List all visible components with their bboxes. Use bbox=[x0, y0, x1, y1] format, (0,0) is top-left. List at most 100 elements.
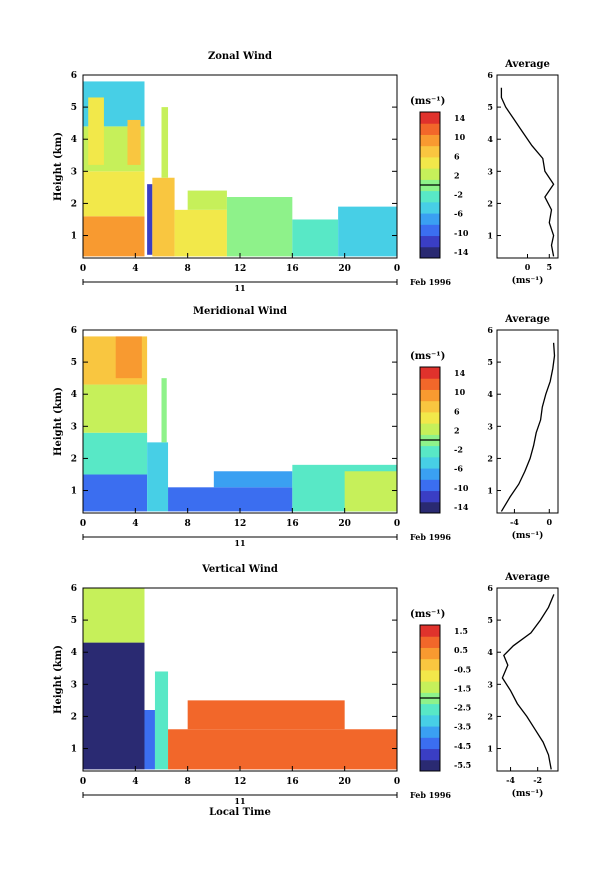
zonal-colorbar-unit: (ms⁻¹) bbox=[410, 96, 445, 107]
average-x-tick-label: -2 bbox=[533, 775, 542, 785]
zonal-day-label: 11 bbox=[234, 283, 245, 293]
colorbar-tick-label: -14 bbox=[454, 502, 469, 512]
x-tick-label: 16 bbox=[286, 264, 299, 274]
y-tick-label: 2 bbox=[71, 712, 77, 722]
heatmap-cell bbox=[83, 642, 145, 770]
vertical-colorbar: 1.5 0.5 -0.5 -1.5 -2.5 -3.5 -4.5 -5.5 bbox=[419, 624, 471, 772]
colorbar-swatch bbox=[420, 168, 440, 180]
colorbar-swatch bbox=[420, 145, 440, 158]
average-x-tick-label: 5 bbox=[546, 262, 552, 272]
colorbar-tick-label: 2 bbox=[454, 425, 460, 435]
colorbar-tick-label: -2.5 bbox=[454, 703, 471, 713]
y-tick-label: 6 bbox=[71, 584, 77, 594]
vertical-ylabel: Height (km) bbox=[53, 645, 64, 714]
vertical-title: Vertical Wind bbox=[201, 564, 278, 575]
y-tick-label: 5 bbox=[71, 358, 77, 368]
colorbar-swatch bbox=[420, 658, 440, 671]
x-tick-label: 0 bbox=[394, 519, 400, 529]
colorbar-swatch bbox=[420, 636, 440, 648]
average-frame bbox=[496, 329, 559, 514]
colorbar-tick-label: 6 bbox=[454, 151, 460, 161]
colorbar-tick-label: 14 bbox=[454, 368, 466, 378]
colorbar-tick-label: -2 bbox=[454, 445, 463, 455]
colorbar-tick-label: 10 bbox=[454, 387, 466, 397]
colorbar-swatch bbox=[420, 123, 440, 135]
colorbar-tick-label: -2 bbox=[454, 190, 463, 200]
colorbar-swatch bbox=[420, 681, 440, 693]
average-y-tick-label: 1 bbox=[487, 744, 493, 754]
colorbar-swatch bbox=[420, 625, 440, 637]
heatmap-cell bbox=[83, 384, 148, 433]
colorbar-tick-label: -3.5 bbox=[454, 722, 471, 732]
average-y-tick-label: 4 bbox=[487, 389, 493, 399]
average-y-tick-label: 3 bbox=[487, 421, 493, 431]
heatmap-cell bbox=[154, 671, 169, 770]
y-tick-label: 5 bbox=[71, 616, 77, 626]
average-y-tick-label: 1 bbox=[487, 486, 493, 496]
y-tick-label: 5 bbox=[71, 103, 77, 113]
y-tick-label: 6 bbox=[71, 326, 77, 336]
x-tick-label: 16 bbox=[286, 519, 299, 529]
average-y-tick-label: 1 bbox=[487, 231, 493, 241]
average-y-tick-label: 5 bbox=[487, 102, 493, 112]
x-tick-label: 8 bbox=[185, 777, 191, 787]
colorbar-swatch bbox=[420, 224, 440, 237]
vertical-average: Average 1 2 3 4 5 6 -4 -2 (ms⁻¹) bbox=[487, 572, 559, 799]
heatmap-cell bbox=[344, 471, 397, 512]
vertical-average-xlabel: (ms⁻¹) bbox=[512, 788, 544, 799]
meridional-average-xlabel: (ms⁻¹) bbox=[512, 530, 544, 541]
x-tick-label: 4 bbox=[132, 519, 138, 529]
colorbar-tick-label: 1.5 bbox=[454, 626, 468, 636]
average-y-tick-label: 6 bbox=[487, 583, 493, 593]
colorbar-swatch bbox=[420, 479, 440, 492]
average-y-tick-label: 2 bbox=[487, 453, 493, 463]
average-y-tick-label: 4 bbox=[487, 647, 493, 657]
colorbar-tick-label: -10 bbox=[454, 483, 469, 493]
average-x-tick-label: 0 bbox=[525, 262, 531, 272]
colorbar-swatch bbox=[420, 501, 440, 514]
x-tick-label: 0 bbox=[80, 264, 86, 274]
heatmap-cell bbox=[338, 206, 397, 257]
meridional-date-label: Feb 1996 bbox=[410, 532, 451, 542]
colorbar-swatch bbox=[420, 201, 440, 214]
average-frame bbox=[496, 587, 559, 772]
x-tick-label: 4 bbox=[132, 264, 138, 274]
y-tick-label: 1 bbox=[71, 232, 77, 242]
meridional-average-title: Average bbox=[504, 314, 550, 325]
colorbar-swatch bbox=[420, 156, 440, 169]
colorbar-swatch bbox=[420, 737, 440, 750]
colorbar-swatch bbox=[420, 411, 440, 424]
average-y-tick-label: 3 bbox=[487, 166, 493, 176]
y-tick-label: 6 bbox=[71, 71, 77, 81]
heatmap-cell bbox=[213, 471, 293, 488]
colorbar-swatch bbox=[420, 490, 440, 503]
colorbar-swatch bbox=[420, 246, 440, 259]
colorbar-swatch bbox=[420, 445, 440, 458]
meridional-day-label: 11 bbox=[234, 538, 245, 548]
x-tick-label: 20 bbox=[338, 264, 351, 274]
zonal-colorbar: 14 10 6 2 -2 -6 -10 -14 bbox=[419, 111, 469, 259]
x-tick-label: 8 bbox=[185, 519, 191, 529]
heatmap-cell bbox=[168, 729, 397, 770]
heatmap-cell bbox=[83, 171, 145, 217]
zonal-date-label: Feb 1996 bbox=[410, 277, 451, 287]
zonal-heatmap bbox=[83, 81, 397, 257]
colorbar-swatch bbox=[420, 134, 440, 147]
heatmap-cell bbox=[127, 119, 141, 165]
x-tick-label: 12 bbox=[234, 264, 247, 274]
y-tick-label: 1 bbox=[71, 745, 77, 755]
colorbar-swatch bbox=[420, 714, 440, 727]
x-tick-label: 8 bbox=[185, 264, 191, 274]
average-y-tick-label: 5 bbox=[487, 615, 493, 625]
colorbar-tick-label: -6 bbox=[454, 464, 463, 474]
colorbar-tick-label: 6 bbox=[454, 406, 460, 416]
colorbar-swatch bbox=[420, 367, 440, 379]
colorbar-swatch bbox=[420, 748, 440, 761]
meridional-colorbar: 14 10 6 2 -2 -6 -10 -14 bbox=[419, 366, 469, 514]
meridional-title: Meridional Wind bbox=[193, 306, 287, 317]
y-tick-label: 1 bbox=[71, 487, 77, 497]
x-tick-label: 0 bbox=[394, 777, 400, 787]
zonal-title: Zonal Wind bbox=[208, 51, 272, 62]
